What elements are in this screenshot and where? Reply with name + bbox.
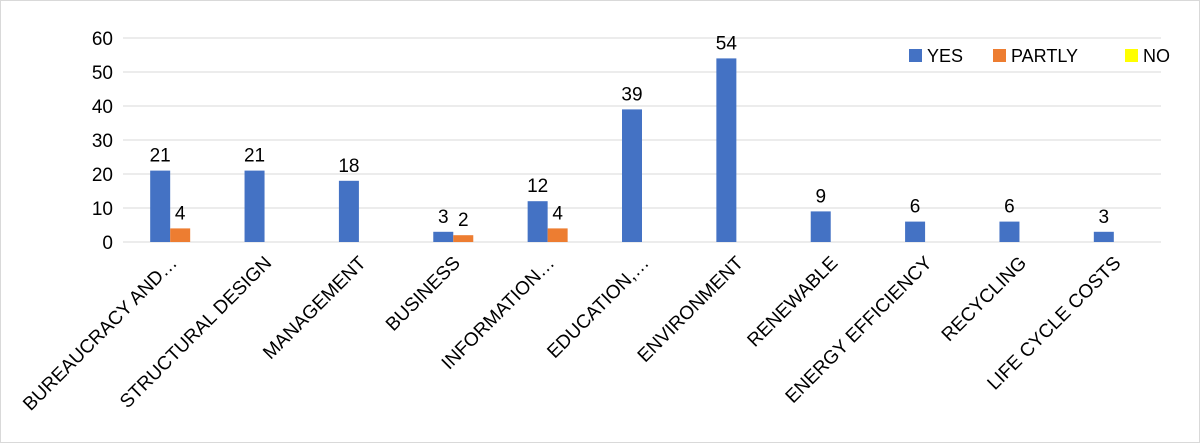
legend-label-no: NO (1143, 46, 1170, 66)
x-tick-label: RENEWABLE (744, 253, 843, 352)
data-label-yes: 18 (338, 156, 359, 177)
bar-yes (244, 170, 265, 242)
data-label-yes: 3 (438, 207, 449, 228)
bar-yes (338, 180, 359, 242)
bar-yes (905, 221, 926, 242)
y-tick-label: 10 (92, 199, 113, 220)
data-label-yes: 9 (815, 186, 826, 207)
bar-yes (433, 231, 454, 242)
x-tick-label: BUREAUCRACY AND… (19, 253, 181, 415)
x-tick-label: RECYCLING (938, 253, 1031, 346)
data-label-yes: 6 (910, 197, 921, 218)
data-label-yes: 3 (1099, 207, 1110, 228)
legend-swatch-no (1125, 49, 1138, 62)
y-tick-label: 50 (92, 63, 113, 84)
bar-yes (999, 221, 1020, 242)
x-tick-label: EDUCATION,… (543, 253, 653, 363)
x-tick-label: BUSINESS (382, 253, 465, 336)
bar-yes (150, 170, 171, 242)
y-tick-label: 40 (92, 97, 113, 118)
data-label-partly: 4 (552, 203, 563, 224)
bar-partly (453, 235, 474, 242)
bar-partly (170, 228, 191, 242)
bars (150, 58, 1114, 243)
x-tick-label: STRUCTURAL DESIGN (116, 253, 276, 413)
bar-yes (810, 211, 831, 242)
data-label-yes: 21 (150, 146, 171, 167)
bar-yes (527, 201, 548, 242)
y-tick-label: 30 (92, 131, 113, 152)
bar-yes (716, 58, 737, 243)
legend: YES PARTLY NO (909, 46, 1170, 66)
legend-label-partly: PARTLY (1011, 46, 1078, 66)
y-tick-label: 20 (92, 165, 113, 186)
bar-yes (1093, 231, 1114, 242)
bar-yes (622, 109, 642, 243)
legend-swatch-yes (909, 49, 922, 62)
data-label-yes: 54 (716, 33, 738, 54)
bar-partly (547, 228, 568, 242)
data-label-yes: 21 (244, 146, 265, 167)
data-label-partly: 4 (175, 203, 186, 224)
x-axis-ticks: BUREAUCRACY AND…STRUCTURAL DESIGNMANAGEM… (19, 252, 1125, 415)
data-label-yes: 12 (527, 176, 548, 197)
legend-swatch-partly (993, 49, 1006, 62)
y-tick-label: 60 (92, 29, 113, 50)
data-label-yes: 6 (1004, 197, 1015, 218)
y-axis-ticks: 0 10 20 30 40 50 60 (92, 29, 113, 254)
y-tick-label: 0 (102, 233, 113, 254)
x-tick-label: MANAGEMENT (259, 252, 370, 363)
data-label-yes: 39 (621, 84, 642, 105)
legend-label-yes: YES (927, 46, 963, 66)
data-label-partly: 2 (458, 210, 469, 231)
